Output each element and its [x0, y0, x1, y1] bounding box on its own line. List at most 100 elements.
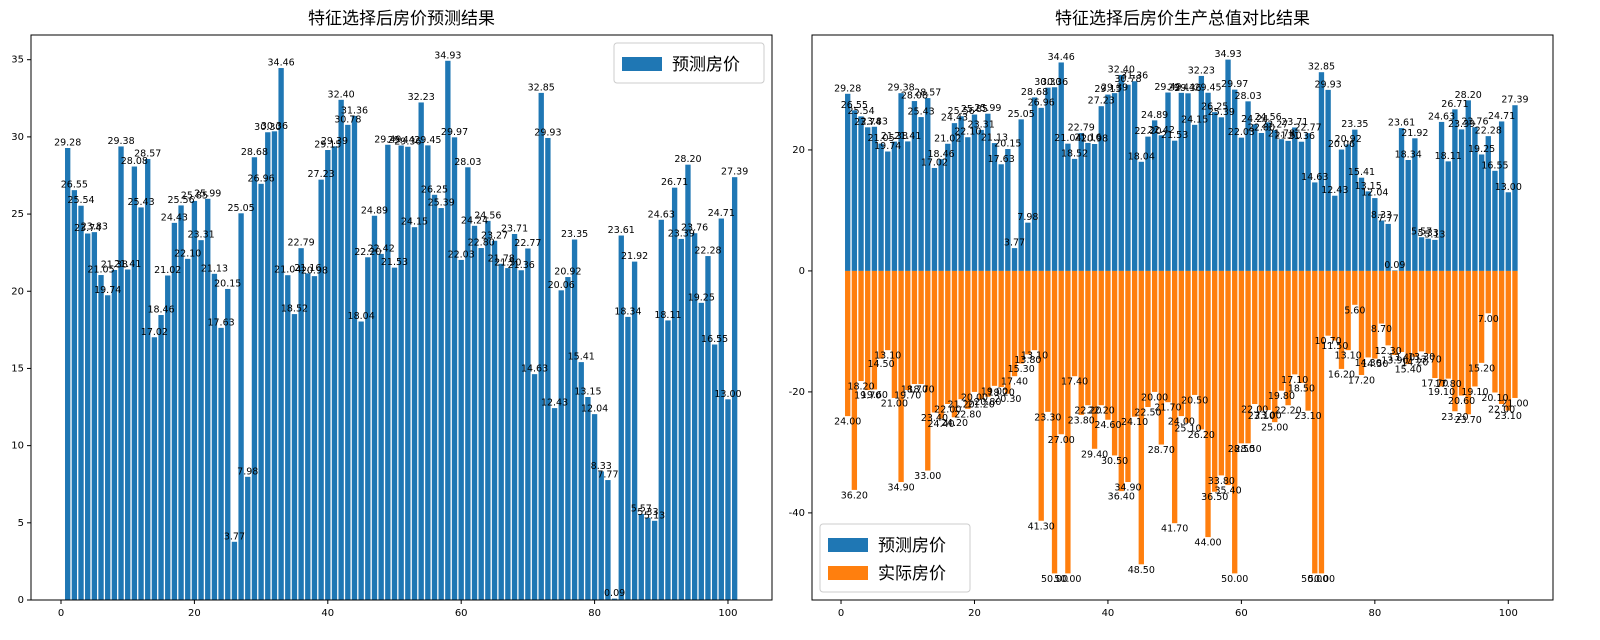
bar: [725, 399, 731, 600]
bar: [891, 270, 898, 398]
data-label: 50.00: [1221, 574, 1248, 585]
data-label: 7.98: [237, 466, 258, 477]
data-label: 29.97: [441, 127, 468, 138]
data-label: 19.70: [854, 391, 881, 402]
bar: [1438, 121, 1445, 271]
bar: [665, 320, 671, 600]
data-label: 7.00: [1478, 314, 1499, 325]
bar: [618, 235, 624, 600]
data-label: 13.30: [1408, 352, 1435, 363]
data-label: 22.20: [354, 247, 381, 258]
bar: [318, 179, 324, 600]
data-label: 23.83: [81, 222, 108, 233]
bar: [1485, 270, 1491, 314]
data-label: 25.54: [67, 195, 94, 206]
data-label: 24.00: [1168, 417, 1195, 428]
bar: [1178, 270, 1185, 417]
bar: [951, 270, 958, 418]
data-label: 21.16: [1074, 132, 1101, 143]
data-label: 29.39: [1101, 83, 1128, 94]
data-label: 28.50: [1234, 444, 1261, 455]
data-label: 13.00: [1495, 182, 1522, 193]
bar: [1131, 270, 1138, 417]
bar: [151, 337, 158, 600]
data-label: 32.23: [408, 92, 435, 103]
data-label: 17.20: [1348, 375, 1375, 386]
bar: [1265, 122, 1271, 271]
data-label: 29.28: [834, 83, 861, 94]
bar: [1412, 270, 1418, 357]
bar: [1385, 223, 1391, 271]
data-label: 36.40: [1108, 492, 1135, 503]
data-label: 25.43: [907, 107, 934, 118]
bar: [1305, 133, 1311, 271]
x-tick-label: 60: [455, 608, 468, 619]
data-label: 17.02: [921, 157, 948, 168]
data-label: 8.33: [591, 461, 612, 472]
bar: [198, 240, 204, 600]
bar: [878, 270, 884, 359]
data-label: 5.57: [1411, 227, 1432, 238]
bar: [998, 164, 1004, 271]
data-label: 16.20: [1328, 369, 1355, 380]
data-label: 18.04: [348, 311, 375, 322]
data-label: 5.57: [631, 504, 652, 515]
bar: [911, 270, 918, 385]
data-label: 25.85: [181, 190, 208, 201]
data-label: 21.00: [881, 398, 908, 409]
bar: [165, 275, 171, 600]
bar: [78, 205, 84, 600]
bar: [1298, 141, 1305, 271]
data-label: 21.05: [87, 265, 114, 276]
data-label: 25.56: [167, 195, 194, 206]
bar: [371, 215, 378, 601]
data-label: 15.41: [1348, 167, 1375, 178]
y-tick-label: 15: [11, 363, 24, 374]
bar: [845, 93, 851, 271]
x-tick-label: 0: [838, 608, 844, 619]
data-label: 0.09: [604, 588, 625, 599]
data-label: 34.93: [1214, 49, 1241, 60]
data-label: 22.10: [174, 248, 201, 259]
bar: [191, 200, 198, 600]
bar: [851, 110, 858, 271]
bar: [571, 239, 578, 600]
data-label: 12.43: [1321, 185, 1348, 196]
bar: [1412, 138, 1418, 271]
data-label: 23.40: [921, 413, 948, 424]
bar: [1325, 89, 1331, 271]
bar: [1212, 270, 1218, 492]
data-label: 28.20: [1455, 90, 1482, 101]
bar: [1478, 270, 1485, 363]
bar: [685, 164, 691, 601]
bar: [1298, 270, 1305, 383]
data-label: 24.24: [461, 215, 488, 226]
bar: [1405, 159, 1411, 271]
data-label: 30.50: [1101, 456, 1128, 467]
data-label: 5.33: [637, 507, 658, 518]
bar: [1145, 136, 1151, 271]
bar: [1452, 109, 1458, 271]
bar: [931, 167, 938, 271]
bar: [65, 148, 71, 600]
bar: [1238, 137, 1245, 271]
bar: [1232, 270, 1238, 574]
legend-box: [613, 42, 765, 84]
data-label: 50.00: [1301, 574, 1328, 585]
bar: [911, 101, 918, 271]
data-label: 26.25: [1201, 102, 1228, 113]
data-label: 8.33: [1371, 210, 1392, 221]
data-label: 22.50: [1134, 408, 1161, 419]
data-label: 29.38: [107, 136, 134, 147]
data-label: 3.77: [1004, 238, 1025, 249]
bar: [991, 143, 998, 271]
data-label: 26.96: [248, 173, 275, 184]
bar: [298, 248, 304, 600]
data-label: 23.10: [1295, 411, 1322, 422]
bar: [611, 598, 618, 600]
bar: [1258, 270, 1265, 411]
data-label: 29.15: [1094, 84, 1121, 95]
data-label: 21.13: [201, 263, 228, 274]
data-label: 22.80: [1248, 122, 1275, 133]
data-label: 17.02: [141, 327, 168, 338]
